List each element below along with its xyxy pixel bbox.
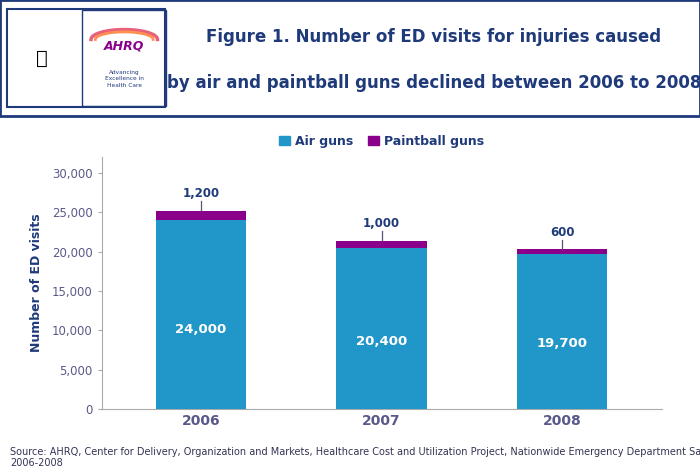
Text: 19,700: 19,700 <box>537 337 587 350</box>
Text: 24,000: 24,000 <box>175 323 227 336</box>
Bar <box>517 254 608 409</box>
Text: AHRQ: AHRQ <box>104 39 144 52</box>
Legend: Air guns, Paintball guns: Air guns, Paintball guns <box>274 130 489 153</box>
Text: Advancing
Excellence in
Health Care: Advancing Excellence in Health Care <box>105 70 144 88</box>
Text: 1,000: 1,000 <box>363 217 400 230</box>
Text: by air and paintball guns declined between 2006 to 2008: by air and paintball guns declined betwe… <box>167 74 700 92</box>
Y-axis label: Number of ED visits: Number of ED visits <box>30 214 43 352</box>
Text: Figure 1. Number of ED visits for injuries caused: Figure 1. Number of ED visits for injuri… <box>206 28 662 46</box>
Bar <box>336 248 427 409</box>
Text: Source: AHRQ, Center for Delivery, Organization and Markets, Healthcare Cost and: Source: AHRQ, Center for Delivery, Organ… <box>10 447 700 468</box>
Bar <box>155 210 246 220</box>
Bar <box>336 241 427 248</box>
Bar <box>155 220 246 409</box>
Bar <box>517 249 608 254</box>
Text: 1,200: 1,200 <box>182 187 219 201</box>
Text: 20,400: 20,400 <box>356 335 407 348</box>
Text: 🦅: 🦅 <box>36 49 48 68</box>
Text: 600: 600 <box>550 226 575 239</box>
